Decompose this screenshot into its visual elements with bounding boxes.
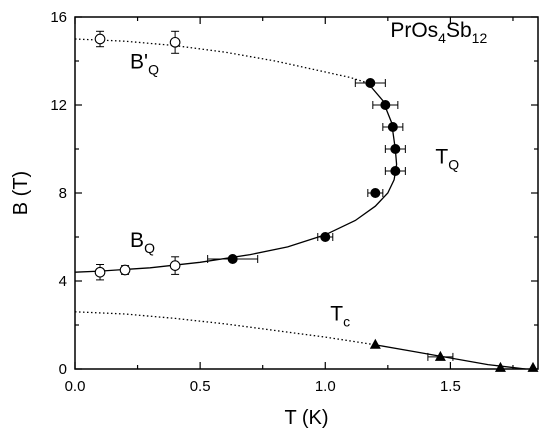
dotted-curve (74, 38, 368, 84)
annotations: B'Q BQ TQ Tc PrOs4Sb12 (130, 19, 487, 330)
data-markers (94, 33, 539, 372)
y-tick-label: 12 (50, 97, 67, 114)
y-axis-title: B (T) (10, 171, 32, 215)
tick-labels: 0.0 0.5 1.0 1.5 0 4 8 12 16 (50, 9, 461, 395)
x-axis-title: T (K) (284, 407, 328, 429)
open-circle-point (94, 266, 106, 278)
open-circle-point (119, 264, 131, 276)
annotation-label: PrOs4Sb12 (390, 19, 487, 46)
x-tick-label: 0.0 (65, 378, 86, 395)
fit-curves (74, 38, 526, 370)
filled-circle-point (380, 100, 391, 110)
x-tick-label: 1.5 (440, 378, 461, 395)
filled-circle-point (387, 122, 398, 132)
annotation-label: B'Q (130, 51, 159, 78)
filled-circle-point (320, 232, 331, 242)
annotation-label: BQ (130, 229, 155, 256)
y-tick-label: 0 (59, 361, 67, 378)
annotation-label: TQ (435, 145, 459, 172)
open-circle-point (169, 260, 181, 271)
annotation-label: Tc (330, 303, 350, 330)
y-tick-label: 8 (59, 185, 67, 202)
axis-ticks (74, 16, 538, 370)
filled-circle-point (390, 144, 401, 154)
open-circle-point (169, 36, 181, 48)
x-tick-label: 1.0 (315, 378, 336, 395)
y-tick-label: 4 (59, 273, 67, 290)
solid-curve (74, 82, 398, 273)
open-circle-point (94, 33, 106, 45)
triangle-point (369, 338, 381, 349)
x-tick-label: 0.5 (190, 378, 211, 395)
error-bars (96, 30, 454, 361)
triangle-point (527, 361, 539, 372)
y-tick-label: 16 (50, 9, 67, 26)
triangle-point (434, 350, 446, 361)
filled-circle-point (390, 166, 401, 176)
filled-circle-point (365, 78, 376, 88)
filled-circle-point (227, 254, 238, 264)
filled-circle-point (370, 188, 381, 198)
